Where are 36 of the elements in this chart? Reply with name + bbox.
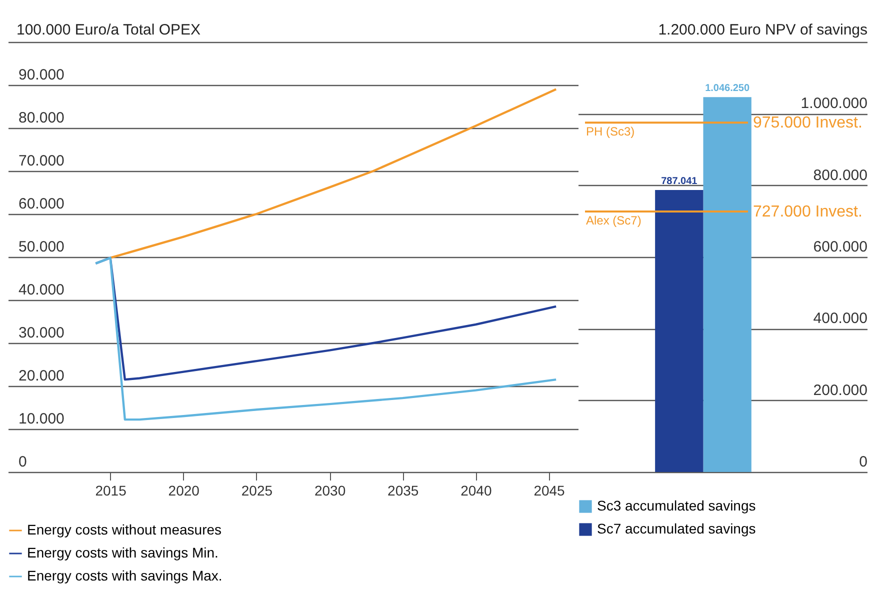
- legend-label: Sc7 accumulated savings: [597, 520, 756, 536]
- y-axis-title: 100.000 Euro/a Total OPEX: [16, 22, 201, 38]
- y-axis-title: 1.200.000 Euro NPV of savings: [658, 22, 868, 38]
- y-tick-label: 600.000: [813, 238, 868, 256]
- annotation: PH (Sc3): [586, 124, 635, 139]
- y-tick-label: 80.000: [18, 110, 64, 126]
- legend-label: Energy costs without measures: [27, 522, 222, 538]
- y-tick-label: 200.000: [813, 382, 868, 399]
- y-tick-label: 70.000: [18, 152, 64, 170]
- y-tick-label: 20.000: [18, 368, 64, 384]
- x-tick-label: 2040: [460, 482, 492, 498]
- x-tick-label: 2020: [168, 482, 200, 498]
- y-tick-label: 0: [18, 454, 27, 470]
- y-tick-label: 800.000: [813, 166, 868, 184]
- y-tick-label: 0: [859, 454, 868, 470]
- legend-label: Sc3 accumulated savings: [597, 498, 756, 514]
- ref-line-label: 727.000 Invest.: [753, 203, 862, 220]
- x-tick-label: 2015: [95, 482, 127, 498]
- y-tick-label: 60.000: [18, 196, 64, 212]
- y-tick-label: 400.000: [813, 310, 868, 328]
- y-tick-label: 10.000: [18, 410, 64, 428]
- x-tick-label: 2030: [314, 482, 346, 498]
- data-label: 1.046.250: [705, 83, 750, 94]
- y-tick-label: 1.000.000: [800, 95, 868, 112]
- legend-label: Energy costs with savings Max.: [27, 568, 222, 584]
- x-tick-label: 2035: [388, 482, 419, 498]
- y-tick-label: 40.000: [18, 282, 64, 298]
- data-label: 787.041: [661, 176, 698, 187]
- x-tick-label: 2045: [534, 482, 566, 498]
- y-tick-label: 90.000: [18, 66, 64, 84]
- ref-line-label: 975.000 Invest.: [753, 114, 862, 132]
- x-tick-label: 2025: [241, 482, 273, 498]
- legend-label: Energy costs with savings Min.: [27, 544, 218, 560]
- y-tick-label: 50.000: [18, 238, 64, 256]
- annotation: Alex (Sc7): [586, 213, 642, 228]
- y-tick-label: 30.000: [18, 324, 64, 342]
